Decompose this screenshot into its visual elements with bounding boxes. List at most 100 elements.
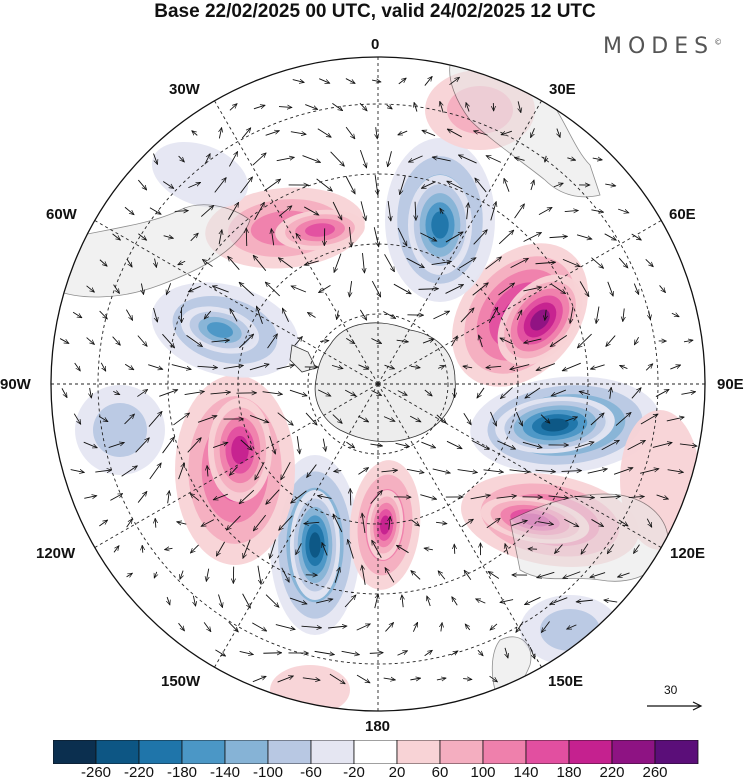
wind-arrow: [137, 389, 147, 397]
wind-arrow: [359, 309, 366, 320]
wind-arrow: [393, 283, 411, 294]
wind-arrow: [74, 362, 81, 371]
wind-arrow: [84, 496, 96, 499]
south-america: [54, 204, 251, 298]
wind-arrow: [577, 333, 592, 348]
wind-arrow: [149, 207, 161, 215]
wind-arrow: [290, 132, 306, 135]
wind-arrow: [406, 257, 425, 267]
wind-arrow: [374, 175, 378, 195]
meridian: [214, 383, 379, 668]
wind-arrow: [276, 157, 295, 162]
wind-arrow: [376, 127, 378, 139]
wind-arrow: [634, 544, 640, 554]
wind-arrow: [550, 597, 568, 605]
wind-arrow: [496, 496, 517, 498]
wind-arrow: [486, 518, 500, 529]
wind-arrow: [345, 338, 355, 343]
wind-arrow: [617, 572, 630, 577]
wind-arrow: [441, 623, 442, 632]
wind-arrow: [606, 335, 616, 347]
colorbar-tick-label: -140: [209, 764, 241, 781]
wind-arrow: [289, 597, 307, 604]
wind-arrow: [317, 128, 331, 138]
wind-arrow: [557, 128, 560, 138]
wind-arrow: [385, 568, 395, 583]
wind-arrow: [269, 435, 276, 454]
wind-arrow: [153, 153, 158, 165]
wind-arrow: [457, 469, 478, 473]
wind-arrow: [550, 335, 568, 346]
wind-arrow: [388, 151, 392, 166]
wind-arrow: [541, 621, 550, 633]
wind-arrow: [124, 363, 134, 369]
wind-arrow: [591, 257, 603, 269]
anomaly-field: [75, 70, 700, 711]
wind-arrow: [270, 539, 276, 558]
wind-arrow: [278, 107, 292, 108]
wind-arrow: [432, 157, 451, 162]
wind-arrow: [488, 307, 498, 323]
wind-arrow: [681, 392, 695, 395]
wind-arrow: [346, 441, 354, 448]
wind-arrow: [301, 626, 322, 628]
wind-arrow: [562, 362, 581, 371]
wind-arrow: [531, 180, 534, 191]
wind-arrow: [620, 365, 628, 368]
wind-arrow: [275, 624, 295, 630]
wind-arrow: [618, 208, 629, 213]
wind-arrow: [524, 338, 542, 343]
wind-arrow: [450, 651, 458, 655]
wind-arrow: [239, 282, 255, 297]
wind-arrow: [98, 415, 108, 421]
wind-arrow: [307, 312, 316, 318]
meridian: [94, 220, 379, 385]
wind-arrow: [190, 233, 199, 242]
wind-arrow: [490, 411, 496, 426]
wind-arrow: [605, 184, 615, 186]
wind-arrow: [489, 675, 498, 682]
wind-arrow: [112, 233, 121, 240]
wind-arrow: [332, 201, 343, 220]
lon-label-30w: 30W: [169, 81, 200, 98]
wind-arrow: [99, 310, 108, 319]
wind-arrow: [359, 102, 367, 111]
wind-arrow: [184, 391, 205, 396]
wind-arrow: [178, 622, 185, 631]
wind-arrow: [549, 236, 568, 237]
wind-arrow: [359, 149, 366, 168]
colorbar-tick-label: -100: [252, 764, 284, 781]
wind-arrow: [486, 366, 502, 367]
wind-arrow: [201, 519, 215, 527]
wind-arrow: [228, 256, 240, 270]
wind-arrow: [213, 493, 228, 500]
wind-arrow: [553, 183, 563, 188]
wind-arrow: [356, 674, 370, 683]
wind-arrow: [162, 181, 174, 189]
wind-arrow: [397, 227, 408, 246]
colorbar-cell: [611, 740, 656, 764]
wind-arrow: [683, 340, 693, 342]
wind-arrow: [167, 596, 170, 605]
wind-arrow: [424, 548, 433, 550]
colorbar-tick-label: 260: [642, 764, 668, 781]
wind-arrow: [537, 521, 553, 525]
wind-arrow: [525, 596, 541, 606]
wind-arrow: [317, 389, 331, 397]
wind-arrow: [190, 493, 200, 501]
wind-arrow: [374, 594, 378, 609]
wind-arrow: [418, 289, 439, 290]
wind-arrow: [504, 178, 510, 192]
wind-arrow: [607, 281, 613, 296]
wind-arrow: [186, 334, 203, 346]
wind-arrow: [370, 444, 382, 446]
wind-arrow: [370, 490, 383, 504]
wind-arrow: [600, 496, 621, 497]
meridian: [214, 100, 379, 385]
colorbar-cell: [95, 740, 140, 764]
colorbar-cell: [224, 740, 269, 764]
wind-arrow: [305, 104, 317, 110]
wind-arrow: [421, 441, 435, 448]
wind-arrow: [265, 131, 280, 136]
anomaly-contour: [309, 532, 321, 558]
